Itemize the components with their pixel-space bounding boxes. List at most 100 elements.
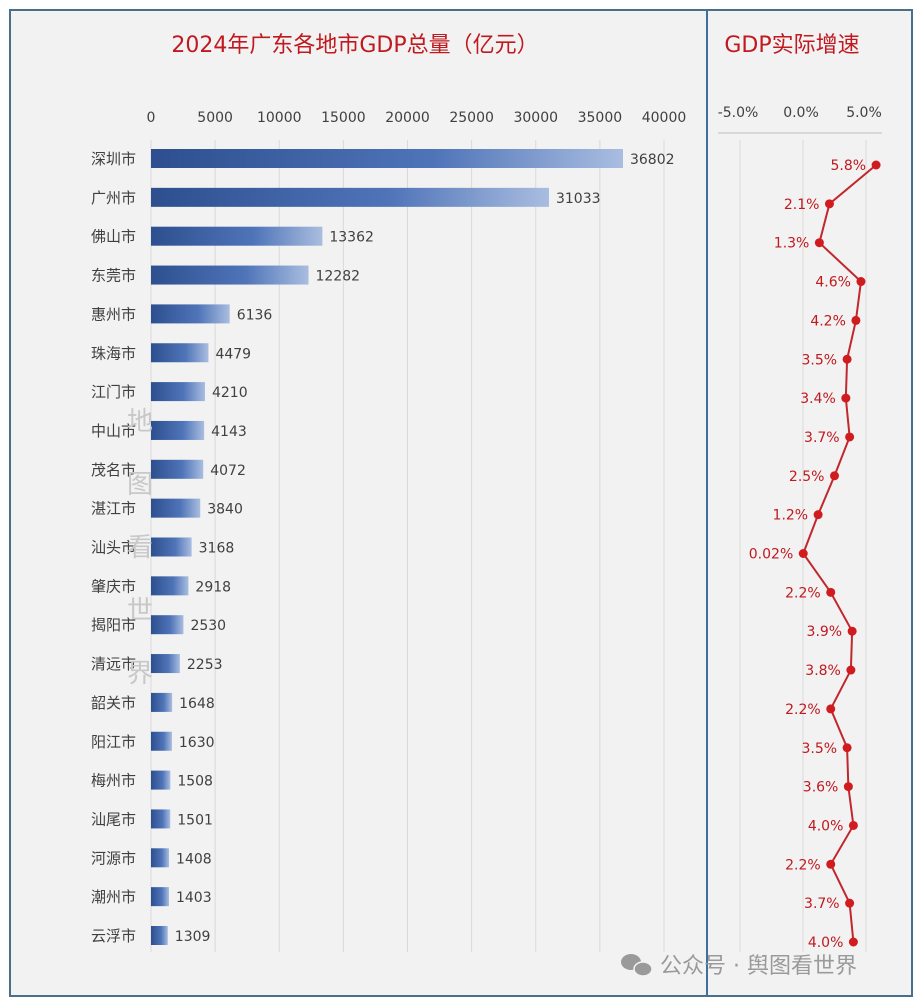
line-axis-tick-label: -5.0%: [718, 105, 759, 121]
footer-watermark-text: 公众号 · 舆图看世界: [660, 954, 857, 979]
category-label: 东莞市: [91, 267, 136, 285]
growth-value-label: 3.5%: [802, 741, 838, 757]
gdp-bar: [151, 692, 173, 712]
growth-value-label: 2.2%: [785, 585, 821, 601]
bar-value-label: 36802: [630, 152, 675, 168]
category-label: 肇庆市: [91, 577, 136, 595]
growth-value-label: 4.2%: [810, 313, 846, 329]
growth-value-label: 3.7%: [804, 430, 840, 446]
growth-point: [871, 160, 881, 170]
gdp-bar: [151, 887, 169, 907]
growth-value-label: 1.2%: [773, 508, 809, 524]
growth-point: [814, 238, 824, 248]
growth-point: [813, 510, 823, 520]
bar-axis-tick-label: 5000: [197, 110, 233, 126]
bar-axis-tick-label: 15000: [321, 110, 366, 126]
bar-value-label: 4210: [212, 385, 248, 401]
category-label: 惠州市: [91, 305, 136, 323]
growth-value-label: 3.9%: [807, 624, 843, 640]
category-label: 茂名市: [91, 461, 136, 479]
growth-point: [841, 393, 851, 403]
bar-axis-tick-label: 25000: [449, 110, 494, 126]
bar-value-label: 2253: [187, 657, 223, 673]
growth-point: [826, 859, 836, 869]
gdp-bar: [151, 304, 230, 324]
category-label: 广州市: [91, 189, 136, 207]
gdp-bar: [151, 615, 184, 635]
gdp-bar: [151, 576, 189, 596]
category-label: 湛江市: [91, 500, 136, 518]
line-axis-tick-label: 5.0%: [846, 105, 882, 121]
growth-value-label: 2.2%: [785, 857, 821, 873]
bar-axis-tick-label: 30000: [513, 110, 558, 126]
bar-value-label: 1403: [176, 890, 212, 906]
gdp-bar: [151, 848, 170, 868]
bar-axis-tick-label: 0: [147, 110, 156, 126]
bar-value-label: 12282: [316, 269, 361, 285]
category-label: 珠海市: [91, 344, 136, 362]
growth-value-label: 2.5%: [789, 469, 825, 485]
bar-chart-title: 2024年广东各地市GDP总量（亿元）: [171, 33, 538, 58]
gdp-bar: [151, 187, 549, 207]
gdp-bar: [151, 498, 201, 518]
category-label: 潮州市: [91, 888, 136, 906]
wechat-icon: [621, 954, 653, 977]
growth-point: [851, 315, 861, 325]
growth-point: [842, 743, 852, 753]
growth-point: [856, 277, 866, 287]
growth-value-label: 3.4%: [800, 391, 836, 407]
growth-point: [846, 665, 856, 675]
growth-point: [798, 549, 808, 558]
gdp-bar: [151, 226, 323, 246]
growth-point: [826, 704, 836, 714]
gdp-bar: [151, 537, 192, 557]
category-label: 汕头市: [91, 539, 136, 557]
line-chart-title: GDP实际增速: [724, 33, 859, 58]
growth-point: [830, 471, 839, 481]
gdp-bar: [151, 343, 209, 363]
bar-value-label: 1630: [179, 735, 215, 751]
growth-point: [848, 820, 858, 830]
bar-value-label: 1408: [176, 851, 212, 867]
bar-value-label: 1508: [177, 774, 213, 790]
category-label: 河源市: [91, 849, 136, 867]
bar-axis-tick-label: 20000: [385, 110, 430, 126]
gdp-bar: [151, 420, 205, 440]
bar-value-label: 4072: [210, 463, 246, 479]
growth-value-label: 3.8%: [805, 663, 841, 679]
growth-point: [826, 587, 836, 597]
bar-value-label: 6136: [237, 307, 273, 323]
bar-value-label: 1501: [177, 812, 213, 828]
gdp-bar: [151, 770, 171, 790]
gdp-bar: [151, 149, 623, 168]
gdp-bar: [151, 265, 309, 285]
gdp-bar: [151, 809, 171, 829]
growth-value-label: 2.1%: [784, 197, 820, 213]
category-label: 揭阳市: [91, 616, 136, 634]
bar-value-label: 1309: [175, 929, 211, 945]
line-axis-tick-label: 0.0%: [783, 105, 819, 121]
growth-point: [843, 782, 853, 792]
category-label: 韶关市: [91, 694, 136, 712]
category-label: 中山市: [91, 422, 136, 440]
gdp-bar: [151, 654, 180, 674]
category-label: 佛山市: [91, 228, 136, 246]
bar-value-label: 3840: [207, 502, 243, 518]
bar-axis-tick-label: 40000: [642, 110, 687, 126]
growth-value-label: 4.0%: [808, 935, 844, 951]
category-label: 汕尾市: [91, 810, 136, 828]
bar-value-label: 3168: [199, 541, 235, 557]
growth-value-label: 4.6%: [815, 275, 851, 291]
growth-value-label: 3.5%: [802, 352, 838, 368]
growth-point: [842, 354, 852, 364]
category-label: 清远市: [91, 655, 136, 673]
growth-point: [848, 937, 858, 947]
category-label: 江门市: [91, 383, 136, 401]
bar-axis-tick-label: 35000: [578, 110, 623, 126]
gdp-bar: [151, 459, 204, 479]
bar-axis-tick-label: 10000: [257, 110, 302, 126]
bar-value-label: 13362: [329, 230, 374, 246]
gdp-bar: [151, 731, 172, 751]
footer-watermark: 公众号 · 舆图看世界: [621, 954, 857, 979]
